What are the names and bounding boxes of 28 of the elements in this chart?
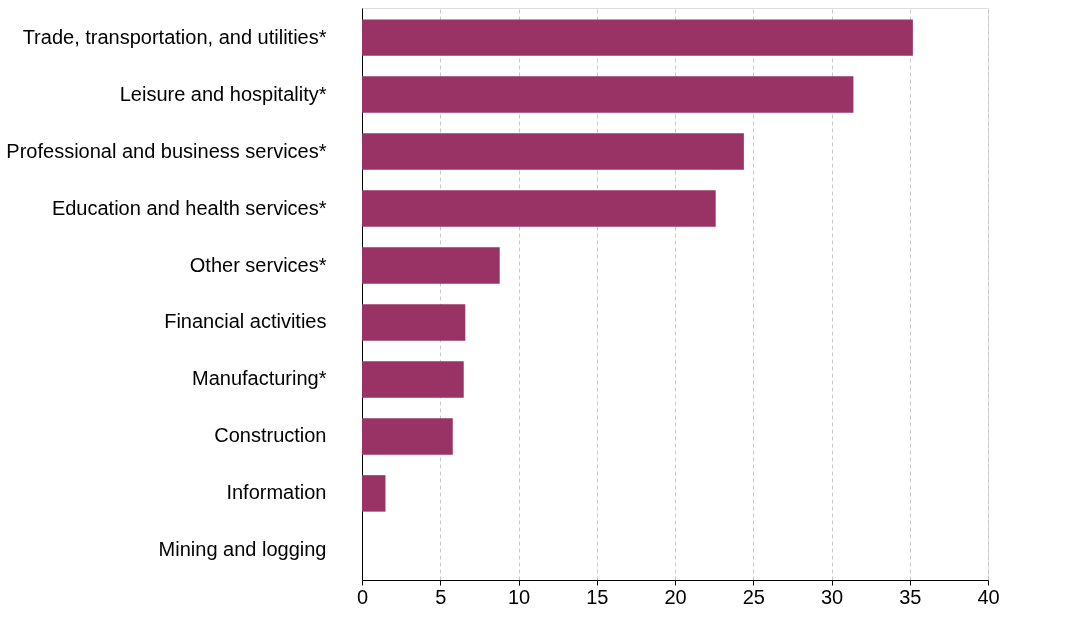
bar bbox=[362, 475, 386, 512]
bar bbox=[362, 190, 716, 227]
bar bbox=[362, 133, 744, 170]
x-tick-label: 20 bbox=[664, 585, 687, 608]
x-tick-label: 0 bbox=[356, 585, 369, 608]
y-tick-label: Other services* bbox=[189, 253, 327, 276]
x-tick-label: 35 bbox=[899, 585, 922, 608]
x-tick-label: 5 bbox=[435, 585, 447, 608]
bar bbox=[362, 19, 913, 56]
bar bbox=[362, 361, 464, 398]
y-tick-label: Financial activities bbox=[164, 310, 327, 333]
y-tick-label: Construction bbox=[214, 424, 327, 447]
y-tick-label: Manufacturing* bbox=[191, 367, 327, 390]
x-tick-label: 15 bbox=[586, 585, 609, 608]
bar bbox=[362, 247, 500, 284]
y-tick-label: Information bbox=[226, 481, 327, 504]
x-tick-label: 40 bbox=[977, 585, 1000, 608]
y-tick-label: Trade, transportation, and utilities* bbox=[22, 25, 327, 48]
x-tick-label: 10 bbox=[507, 585, 531, 608]
y-tick-label: Mining and logging bbox=[158, 538, 327, 561]
bar bbox=[362, 76, 854, 113]
x-tick-label: 25 bbox=[742, 585, 765, 608]
y-tick-label: Professional and business services* bbox=[6, 139, 327, 162]
y-tick-label: Leisure and hospitality* bbox=[119, 82, 327, 105]
x-tick-label: 30 bbox=[820, 585, 844, 608]
y-tick-label: Education and health services* bbox=[51, 196, 327, 219]
bar bbox=[362, 304, 466, 341]
bar bbox=[362, 418, 453, 455]
